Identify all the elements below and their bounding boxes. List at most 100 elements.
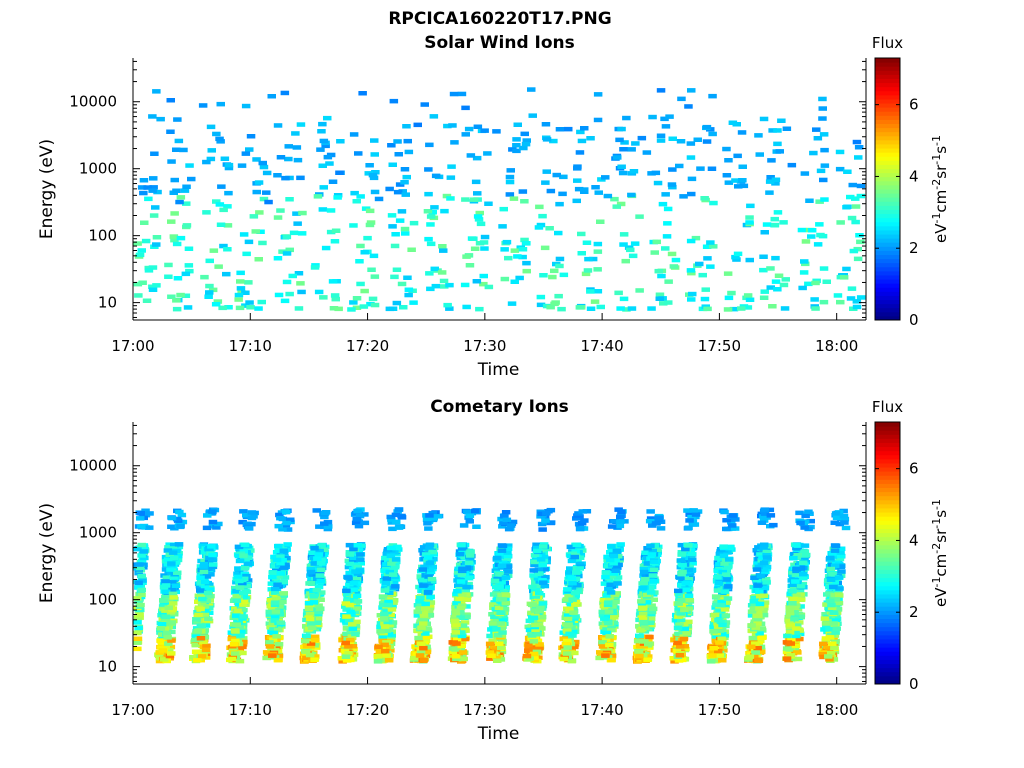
data-cell	[355, 259, 364, 264]
data-cell	[534, 571, 544, 576]
data-cell	[417, 625, 426, 630]
data-cell	[215, 202, 225, 207]
data-cell	[439, 248, 448, 253]
data-cell	[395, 218, 405, 223]
data-cell	[639, 569, 649, 575]
data-cell	[559, 272, 569, 278]
data-cell	[288, 273, 297, 279]
data-cell	[513, 254, 522, 259]
data-cell	[555, 256, 565, 262]
data-cell	[212, 525, 221, 530]
data-cell	[203, 513, 212, 518]
data-cell	[389, 580, 399, 585]
data-cell	[352, 296, 362, 301]
data-cell	[311, 654, 320, 659]
data-cell	[345, 618, 354, 623]
data-cell	[473, 124, 483, 129]
data-cell	[531, 594, 540, 599]
data-cell	[614, 554, 623, 559]
data-cell	[531, 588, 540, 593]
data-cell	[485, 641, 495, 647]
data-cell	[607, 623, 616, 629]
data-cell	[712, 634, 721, 639]
data-cell	[480, 246, 489, 251]
data-cell	[348, 622, 357, 627]
data-cell	[650, 543, 659, 548]
data-cell	[312, 620, 322, 625]
data-cell	[766, 266, 775, 271]
data-cell	[693, 137, 702, 142]
data-cell	[376, 652, 386, 657]
data-cell	[539, 544, 548, 549]
data-cell	[162, 575, 172, 580]
data-cell	[156, 116, 165, 122]
data-cell	[426, 214, 436, 219]
data-cell	[133, 596, 142, 601]
data-cell	[584, 256, 593, 262]
data-cell	[607, 627, 616, 633]
data-cell	[528, 113, 537, 118]
data-cell	[773, 128, 782, 133]
data-cell	[813, 136, 823, 141]
data-cell	[676, 618, 686, 623]
data-cell	[457, 572, 466, 577]
data-cell	[645, 620, 655, 625]
data-cell	[771, 177, 781, 182]
data-cell	[276, 554, 285, 559]
data-cell	[152, 89, 161, 94]
data-cell	[575, 555, 585, 560]
data-cell	[486, 656, 495, 661]
data-cell	[243, 561, 253, 567]
data-cell	[342, 607, 351, 612]
data-cell	[575, 561, 585, 567]
data-cell	[456, 615, 465, 620]
data-cell	[537, 617, 546, 622]
data-cell	[191, 642, 200, 648]
data-cell	[439, 278, 449, 284]
data-cell	[538, 213, 547, 219]
data-cell	[773, 141, 782, 147]
data-cell	[137, 524, 146, 529]
data-cell	[381, 648, 390, 654]
data-cell	[675, 653, 685, 658]
data-cell	[558, 191, 567, 197]
data-cell	[239, 636, 248, 641]
data-cell	[854, 155, 863, 160]
data-cell	[708, 93, 717, 99]
data-cell	[617, 509, 626, 514]
data-cell	[455, 551, 465, 557]
data-cell	[207, 544, 216, 549]
data-cell	[167, 515, 177, 521]
data-cell	[616, 519, 625, 524]
data-cell	[429, 114, 439, 119]
data-cell	[222, 271, 231, 277]
data-cell	[752, 548, 761, 553]
data-cell	[575, 566, 584, 571]
data-cell	[529, 639, 538, 644]
data-cell	[700, 296, 710, 302]
data-cell	[205, 283, 214, 289]
data-cell	[651, 521, 661, 526]
data-cell	[265, 612, 275, 617]
data-cell	[495, 551, 504, 557]
data-cell	[713, 588, 723, 593]
data-cell	[655, 516, 664, 521]
data-cell	[563, 645, 572, 650]
data-cell	[656, 526, 666, 531]
data-cell	[691, 235, 701, 241]
data-cell	[637, 599, 646, 604]
data-cell	[343, 595, 352, 600]
data-cell	[317, 543, 326, 548]
data-cell	[580, 518, 589, 523]
data-cell	[605, 642, 614, 648]
data-cell	[360, 250, 369, 255]
data-cell	[480, 128, 489, 133]
data-cell	[615, 137, 624, 143]
data-cell	[234, 601, 244, 607]
colorbar-step	[875, 315, 900, 321]
data-cell	[596, 650, 605, 655]
data-cell	[720, 607, 730, 612]
data-cell	[166, 644, 176, 650]
data-cell	[730, 526, 740, 531]
colorbar-step	[875, 86, 900, 92]
